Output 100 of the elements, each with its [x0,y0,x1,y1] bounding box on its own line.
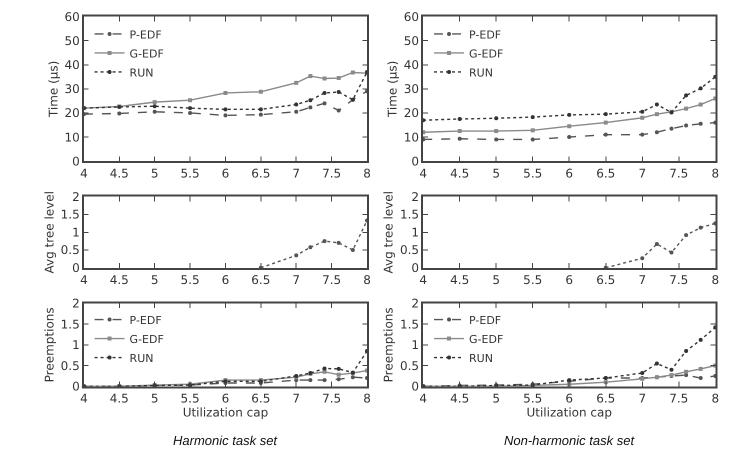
y-tick-label: 50 [64,34,80,48]
y-tick-label: 2 [72,190,80,204]
y-tick-label: 1 [411,338,420,352]
x-tick-label: 5.5 [523,391,542,406]
y-tick-label: 10 [404,130,420,144]
x-tick-label: 5.5 [523,166,542,180]
x-tick-label: 6.5 [596,166,616,180]
y-tick-label: 20 [64,106,80,120]
y-tick-label: 1 [72,338,80,352]
x-tick-label: 5.5 [180,391,200,406]
x-tick-label: 7 [638,391,646,406]
x-tick-label: 4 [419,272,428,287]
x-tick-label: 6.5 [596,272,616,287]
x-tick-label: 7 [292,166,300,180]
y-tick-label: 0 [411,380,420,394]
x-tick-label: 4.5 [450,166,470,180]
x-tick-label: 5.5 [180,166,200,180]
x-tick-label: 6.5 [251,272,270,287]
x-tick-label: 6 [222,391,230,406]
x-axis-title: Utilization cap [182,405,268,420]
y-tick-label: 40 [64,58,80,72]
x-tick-label: 4 [419,391,428,406]
x-tick-label: 5 [492,272,500,287]
y-tick-label: 1.5 [60,208,80,222]
x-tick-label: 5.5 [523,272,542,287]
x-tick-label: 6.5 [596,391,616,406]
x-axis-title: Utilization cap [526,405,612,420]
x-tick-label: 8 [363,391,371,406]
legend-label: P-EDF [130,28,162,42]
y-tick-label: 30 [64,82,80,96]
y-tick-label: 0.5 [400,358,420,373]
x-tick-label: 7 [292,272,300,287]
y-tick-label: 0.5 [400,243,420,258]
y-tick-label: 1 [72,225,80,240]
y-tick-label: 1.5 [400,317,420,332]
x-tick-label: 5 [492,391,500,406]
y-axis-title: Avg tree level [382,190,396,274]
y-axis-title: Time (µs) [386,60,400,118]
x-tick-label: 7.5 [669,391,688,406]
legend-label: G-EDF [130,47,164,60]
x-tick-label: 7.5 [322,272,342,287]
legend-label: G-EDF [130,332,164,346]
legend-label: P-EDF [130,314,162,327]
x-tick-label: 7.5 [322,391,342,406]
y-tick-label: 30 [404,82,420,96]
x-tick-label: 6 [222,272,230,287]
x-tick-label: 5 [150,391,158,406]
y-tick-label: 0 [72,154,80,168]
legend-label: RUN [130,352,154,365]
y-tick-label: 1.5 [400,208,420,222]
x-tick-label: 6.5 [251,166,270,180]
y-axis-title: Preemptions [42,307,56,382]
x-tick-label: 7.5 [669,272,688,287]
y-axis-title: Time (µs) [46,60,60,118]
y-tick-label: 0 [72,380,80,394]
x-tick-label: 8 [363,166,371,180]
y-tick-label: 60 [64,10,80,24]
legend-label: P-EDF [469,314,502,327]
x-tick-label: 8 [363,272,371,287]
y-tick-label: 0 [411,154,420,168]
y-tick-label: 0 [72,261,80,276]
x-tick-label: 6.5 [251,391,270,406]
x-tick-label: 7 [292,391,300,406]
x-tick-label: 8 [711,391,720,406]
x-tick-label: 8 [711,272,720,287]
y-tick-label: 1.5 [60,317,80,332]
text: Harmonic task set [173,433,278,448]
legend-label: P-EDF [469,28,502,42]
x-tick-label: 5.5 [180,272,200,287]
legend-label: RUN [130,66,154,80]
y-tick-label: 2 [411,190,420,204]
y-tick-label: 0.5 [60,243,80,258]
x-tick-label: 4.5 [110,272,129,287]
y-axis-title: Preemptions [382,307,396,382]
x-tick-label: 4.5 [110,391,129,406]
y-tick-label: 2 [411,296,420,311]
y-tick-label: 1 [411,225,420,240]
x-tick-label: 4.5 [450,272,470,287]
text: Non-harmonic task set [504,433,636,448]
y-tick-label: 0.5 [60,358,80,373]
y-tick-label: 60 [404,10,420,24]
x-tick-label: 4 [80,391,88,406]
x-tick-label: 4.5 [110,166,129,180]
x-tick-label: 5 [492,166,500,180]
x-tick-label: 7 [638,166,646,180]
legend-label: RUN [469,66,493,80]
legend-label: RUN [469,352,493,365]
y-tick-label: 20 [404,106,420,120]
y-axis-title: Avg tree level [42,190,56,274]
x-tick-label: 4.5 [450,391,470,406]
x-tick-label: 8 [711,166,720,180]
x-tick-label: 5 [150,166,158,180]
x-tick-label: 6 [565,166,574,180]
x-tick-label: 7.5 [322,166,342,180]
y-tick-label: 10 [64,130,80,144]
y-tick-label: 0 [411,261,420,276]
x-tick-label: 4 [419,166,428,180]
x-tick-label: 4 [80,272,88,287]
x-tick-label: 7.5 [669,166,688,180]
y-tick-label: 40 [404,58,420,72]
